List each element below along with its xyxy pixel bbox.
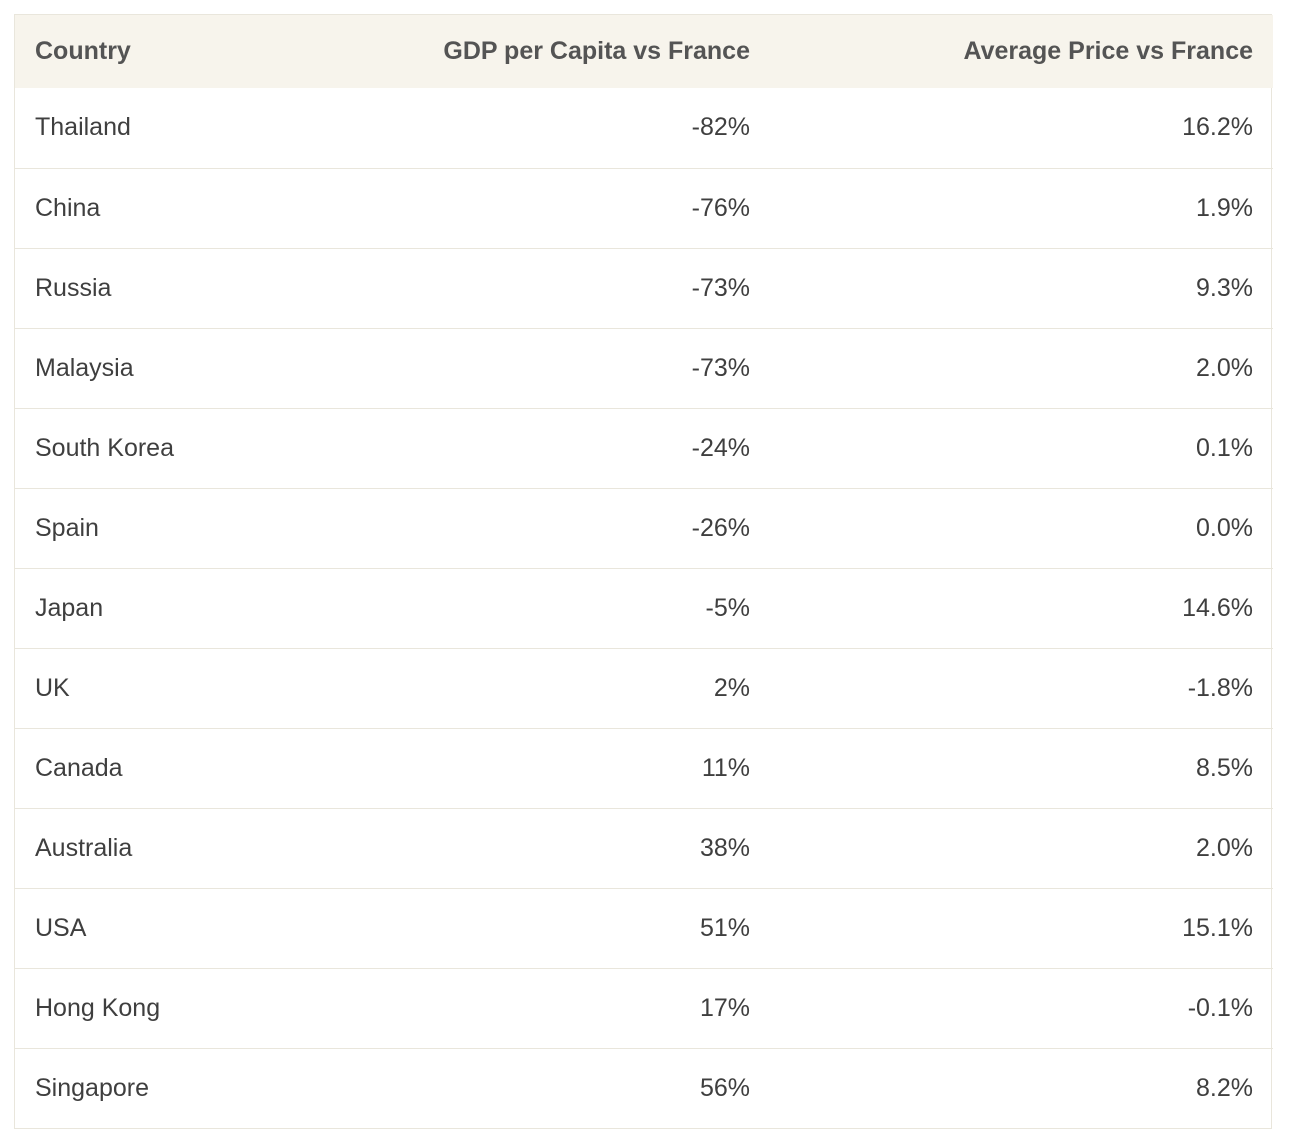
cell-country: Singapore — [35, 1073, 149, 1102]
table-row: Malaysia -73% 2.0% — [15, 328, 1273, 408]
cell-gdp-per-capita: 17% — [699, 993, 750, 1022]
cell-average-price: 14.6% — [1182, 593, 1253, 622]
comparison-table-container: Country GDP per Capita vs France Average… — [14, 14, 1273, 1129]
table-row: Singapore 56% 8.2% — [15, 1048, 1273, 1128]
cell-gdp-per-capita: -5% — [705, 593, 750, 622]
cell-country: Thailand — [35, 113, 131, 142]
cell-country: Australia — [35, 833, 133, 862]
cell-gdp-per-capita: -82% — [691, 113, 750, 142]
table-row: Japan -5% 14.6% — [15, 568, 1273, 648]
table-row: Thailand -82% 16.2% — [15, 88, 1273, 168]
cell-average-price: 0.1% — [1196, 433, 1253, 462]
table-row: Russia -73% 9.3% — [15, 248, 1273, 328]
cell-country: Japan — [35, 593, 104, 622]
cell-country: South Korea — [35, 433, 174, 462]
cell-country: Malaysia — [35, 353, 134, 382]
cell-average-price: 2.0% — [1196, 833, 1253, 862]
column-header-gdp: GDP per Capita vs France — [443, 37, 750, 65]
cell-average-price: -1.8% — [1187, 673, 1253, 702]
cell-gdp-per-capita: -73% — [691, 273, 750, 302]
cell-gdp-per-capita: -26% — [691, 513, 750, 542]
cell-gdp-per-capita: 2% — [713, 673, 750, 702]
cell-average-price: 2.0% — [1196, 353, 1253, 382]
cell-country: USA — [35, 913, 87, 942]
table-row: Hong Kong 17% -0.1% — [15, 968, 1273, 1048]
cell-average-price: 8.2% — [1196, 1073, 1253, 1102]
header-row: Country GDP per Capita vs France Average… — [15, 15, 1273, 88]
cell-gdp-per-capita: 56% — [699, 1073, 750, 1102]
table-header: Country GDP per Capita vs France Average… — [15, 15, 1273, 88]
cell-average-price: 16.2% — [1182, 113, 1253, 142]
table-row: UK 2% -1.8% — [15, 648, 1273, 728]
cell-average-price: 1.9% — [1196, 193, 1253, 222]
cell-gdp-per-capita: 51% — [699, 913, 750, 942]
table-row: Canada 11% 8.5% — [15, 728, 1273, 808]
cell-country: Canada — [35, 753, 123, 782]
table-row: China -76% 1.9% — [15, 168, 1273, 248]
table-row: USA 51% 15.1% — [15, 888, 1273, 968]
cell-gdp-per-capita: -24% — [691, 433, 750, 462]
cell-gdp-per-capita: 38% — [699, 833, 750, 862]
cell-gdp-per-capita: -76% — [691, 193, 750, 222]
cell-gdp-per-capita: 11% — [701, 753, 750, 782]
column-header-country: Country — [35, 37, 131, 65]
cell-average-price: 0.0% — [1196, 513, 1253, 542]
comparison-table: Country GDP per Capita vs France Average… — [15, 15, 1273, 1128]
table-row: South Korea -24% 0.1% — [15, 408, 1273, 488]
cell-country: Russia — [35, 273, 112, 302]
cell-average-price: -0.1% — [1187, 993, 1253, 1022]
cell-country: Hong Kong — [35, 993, 161, 1022]
table-row: Australia 38% 2.0% — [15, 808, 1273, 888]
column-header-price: Average Price vs France — [963, 37, 1253, 65]
cell-average-price: 15.1% — [1182, 913, 1253, 942]
table-row: Spain -26% 0.0% — [15, 488, 1273, 568]
cell-country: Spain — [35, 513, 99, 542]
cell-country: China — [35, 193, 101, 222]
cell-average-price: 9.3% — [1196, 273, 1253, 302]
cell-gdp-per-capita: -73% — [691, 353, 750, 382]
table-body: Thailand -82% 16.2% China -76% 1.9% Russia -73%… — [15, 88, 1273, 1128]
cell-average-price: 8.5% — [1196, 753, 1253, 782]
cell-country: UK — [35, 673, 70, 702]
